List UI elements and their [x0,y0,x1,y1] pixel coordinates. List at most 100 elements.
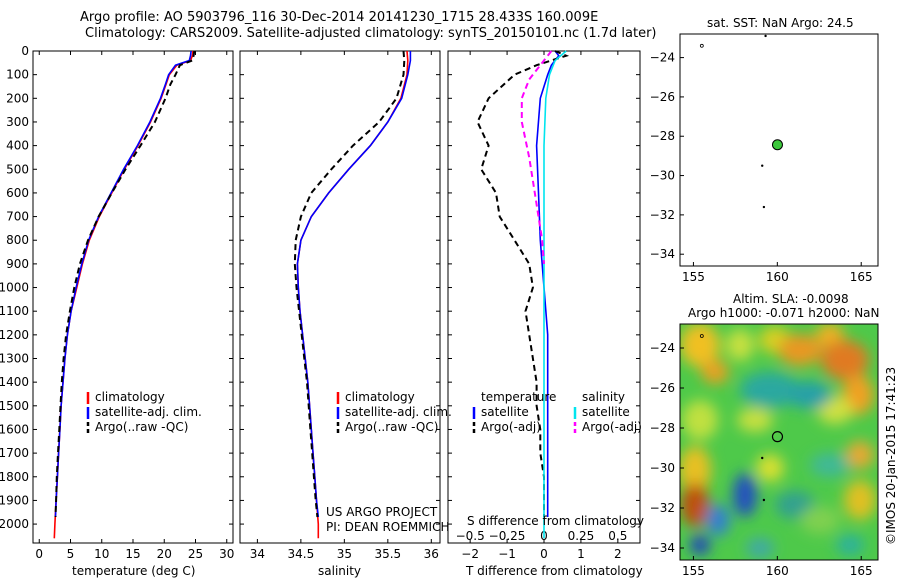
heatmap-blob [800,506,840,534]
x-tick-label: 0 [35,547,43,561]
series-line-satellite-adj-clim- [296,51,412,518]
heatmap-blob [737,408,773,432]
map-x-tick-label: 165 [850,564,873,578]
x-tick-label: 10 [94,547,109,561]
heatmap-blob [810,453,850,477]
map-y-tick-label: −28 [650,421,675,435]
diff-legend-salinity-title: salinity [582,390,626,404]
panel-frame-temperature [32,50,234,544]
y-tick-label: 100 [6,68,29,82]
series-line-satellite-adj-clim- [54,50,192,518]
map-x-tick-label: 160 [766,564,789,578]
y-tick-label: 1700 [0,446,29,460]
y-tick-label: 1500 [0,399,29,413]
island-marker [762,498,766,502]
map-y-tick-label: −26 [650,381,675,395]
island-marker [761,456,764,460]
top-x-tick-label: 0.5 [608,529,627,543]
panel-frame-salinity [239,50,441,544]
x-tick-label: 20 [157,547,172,561]
map-y-tick-label: −34 [650,247,675,261]
map-y-tick-label: −30 [650,461,675,475]
x-tick-label: −1 [498,547,516,561]
top-x-tick-label: −0.25 [489,529,526,543]
map-y-tick-label: −30 [650,169,675,183]
y-tick-label: 500 [6,162,29,176]
heatmap-blob [680,324,720,367]
x-tick-label: 34.5 [288,547,315,561]
heatmap-blob [836,535,864,555]
map-y-tick-label: −26 [650,90,675,104]
y-tick-label: 400 [6,139,29,153]
heatmap-blob [746,538,774,558]
island-marker [699,334,704,338]
heatmap-blob [726,329,754,361]
s-difference-axis-label: S difference from climatology [467,514,644,528]
heatmap-blob [706,504,730,536]
heatmap-blob [846,441,874,469]
heatmap-blob [844,480,876,520]
project-line-1: US ARGO PROJECT [326,505,438,519]
heatmap-blob [682,400,718,440]
map-x-tick-label: 155 [682,564,705,578]
project-line-2: PI: DEAN ROEMMICH [326,520,450,534]
x-tick-label: 0 [540,547,548,561]
temperature-axis-label: temperature (deg C) [72,564,196,578]
heatmap-blob [788,381,832,409]
heatmap-blob [821,340,869,380]
y-tick-label: 0 [21,44,29,58]
island-marker [761,164,764,167]
diff-legend-sal-argo: Argo(-adj) [582,420,642,434]
sla-map-title-line-2: Argo h1000: -0.071 h2000: NaN [688,306,880,320]
x-tick-label: 5 [67,547,75,561]
diff-legend-temp-argo: Argo(-adj) [481,420,541,434]
y-tick-label: 1900 [0,493,29,507]
temp-legend-climatology: climatology [95,390,165,404]
island-marker [699,43,704,48]
map-x-tick-label: 160 [766,270,789,284]
x-tick-label: 1 [577,547,585,561]
x-tick-label: 25 [188,547,203,561]
y-tick-label: 2000 [0,517,29,531]
heatmap-blob [778,334,822,366]
map-y-tick-label: −32 [650,501,675,515]
sst-map-title: sat. SST: NaN Argo: 24.5 [707,16,854,30]
y-tick-label: 1300 [0,352,29,366]
sal-legend-climatology: climatology [345,390,415,404]
y-tick-label: 1800 [0,470,29,484]
y-tick-label: 1000 [0,281,29,295]
y-tick-label: 800 [6,233,29,247]
chart-title-line-2: Climatology: CARS2009. Satellite-adjuste… [85,26,657,41]
sal-legend-argo: Argo(..raw -QC) [345,420,439,434]
map-y-tick-label: −34 [650,541,675,555]
sla-map-frame [679,323,879,561]
heatmap-blob [701,360,729,384]
heatmap-blobs [680,324,876,558]
heatmap-blob [690,535,710,555]
map-x-tick-label: 165 [850,270,873,284]
x-tick-label: 2 [614,547,622,561]
temp-legend-satellite: satellite-adj. clim. [95,405,202,419]
imos-credit: ©IMOS 20-Jan-2015 17:41:23 [884,366,898,545]
y-tick-label: 1200 [0,328,29,342]
x-tick-label: 35.5 [374,547,401,561]
top-x-tick-label: −0.5 [456,529,485,543]
sal-legend-satellite: satellite-adj. clim. [345,405,452,419]
series-line-salinity-satellite [543,50,567,539]
profile-location-marker [771,139,783,151]
x-tick-label: 34 [250,547,265,561]
diff-legend-sal-satellite: satellite [582,405,630,419]
y-tick-label: 1100 [0,304,29,318]
y-tick-label: 300 [6,115,29,129]
series-line-argo-raw-qc- [293,50,406,518]
t-difference-axis-label: T difference from climatology [466,564,643,578]
y-tick-label: 1600 [0,422,29,436]
x-tick-label: 36 [424,547,439,561]
diff-legend-temperature-title: temperature [481,390,557,404]
chart-title-line-1: Argo profile: AO 5903796_116 30-Dec-2014… [80,10,599,25]
map-y-tick-label: −32 [650,208,675,222]
series-line-argo-raw-qc- [54,50,196,518]
x-tick-label: 35 [337,547,352,561]
profile-location-marker [771,431,784,443]
